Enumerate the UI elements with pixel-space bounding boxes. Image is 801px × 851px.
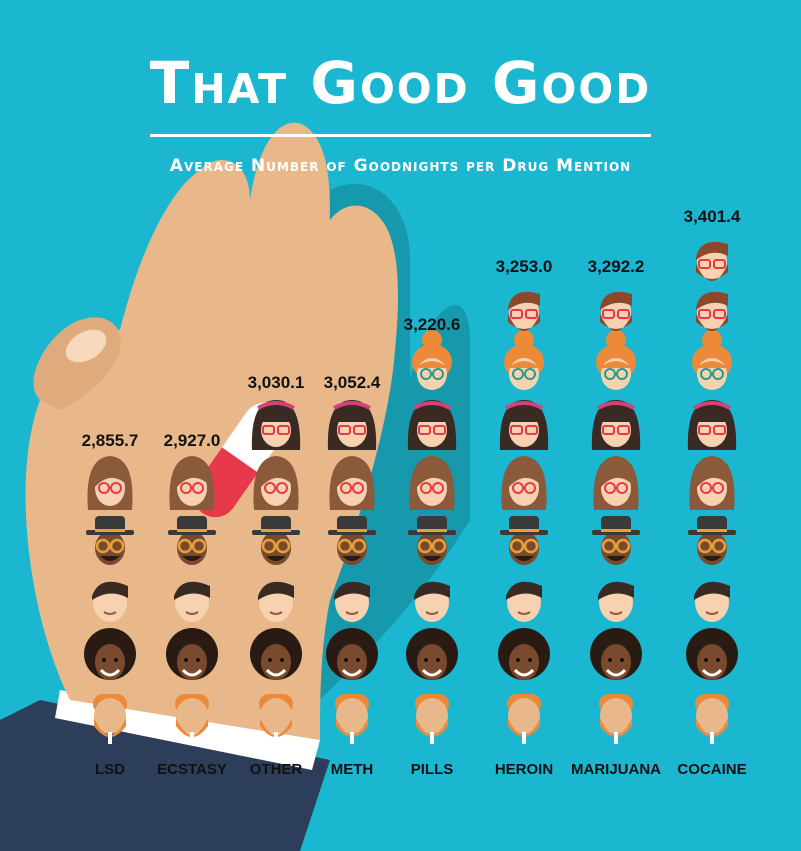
face-long-hair-woman-face: [329, 456, 375, 510]
category-label: PILLS: [411, 761, 454, 778]
category-label: MARIJUANA: [571, 761, 661, 778]
face-hat-glasses-man-face: [86, 516, 134, 565]
face-short-hair-man-face: [258, 581, 294, 622]
thumbnail: [65, 329, 107, 363]
value-label: 3,401.4: [684, 207, 741, 226]
face-afro-man-face: [590, 628, 642, 680]
face-hat-glasses-man-face: [688, 516, 736, 565]
page-title: That Good Good: [149, 49, 652, 117]
face-bangs-woman-face: [327, 400, 377, 450]
face-afro-man-face: [686, 628, 738, 680]
value-label: 3,220.6: [404, 315, 461, 334]
face-bun-woman-face: [504, 330, 544, 390]
face-short-hair-man-face: [506, 581, 542, 622]
face-afro-man-face: [498, 628, 550, 680]
category-label: LSD: [95, 761, 125, 778]
chart-subtitle: Average Number of Goodnights per Drug Me…: [169, 156, 632, 176]
face-bearded-man-face: [599, 694, 633, 744]
face-bun-woman-face: [596, 330, 636, 390]
face-bangs-woman-face: [251, 400, 301, 450]
value-label: 3,292.2: [588, 257, 645, 276]
face-bun-woman-face: [692, 330, 732, 390]
face-long-hair-woman-face: [169, 456, 215, 510]
face-bearded-man-face: [259, 694, 293, 744]
face-bearded-man-face: [175, 694, 209, 744]
face-bangs-woman-face: [407, 400, 457, 450]
face-hipster-man-face: [600, 291, 632, 331]
category-label: OTHER: [250, 761, 303, 778]
face-hat-glasses-man-face: [168, 516, 216, 565]
face-bangs-woman-face: [687, 400, 737, 450]
face-long-hair-woman-face: [409, 456, 455, 510]
face-hipster-man-face: [696, 241, 728, 281]
value-label: 2,927.0: [164, 431, 221, 450]
face-short-hair-man-face: [174, 581, 210, 622]
face-hat-glasses-man-face: [328, 516, 376, 565]
face-afro-man-face: [250, 628, 302, 680]
value-label: 3,253.0: [496, 257, 553, 276]
face-afro-man-face: [406, 628, 458, 680]
face-short-hair-man-face: [92, 581, 128, 622]
face-bearded-man-face: [93, 694, 127, 744]
title-divider: [150, 134, 651, 137]
face-bangs-woman-face: [591, 400, 641, 450]
face-short-hair-man-face: [334, 581, 370, 622]
face-bearded-man-face: [415, 694, 449, 744]
face-bearded-man-face: [335, 694, 369, 744]
face-bearded-man-face: [695, 694, 729, 744]
face-hat-glasses-man-face: [592, 516, 640, 565]
face-hat-glasses-man-face: [252, 516, 300, 565]
face-long-hair-woman-face: [501, 456, 547, 510]
value-label: 3,052.4: [324, 373, 381, 392]
category-label: ECSTASY: [157, 761, 227, 778]
face-afro-man-face: [84, 628, 136, 680]
face-long-hair-woman-face: [689, 456, 735, 510]
face-hipster-man-face: [508, 291, 540, 331]
face-long-hair-woman-face: [593, 456, 639, 510]
category-label: METH: [331, 761, 374, 778]
value-label: 3,030.1: [248, 373, 305, 392]
face-short-hair-man-face: [694, 581, 730, 622]
face-hipster-man-face: [696, 291, 728, 331]
face-short-hair-man-face: [598, 581, 634, 622]
face-short-hair-man-face: [414, 581, 450, 622]
face-hat-glasses-man-face: [500, 516, 548, 565]
face-long-hair-woman-face: [87, 456, 133, 510]
value-label: 2,855.7: [82, 431, 139, 450]
category-label: COCAINE: [677, 761, 746, 778]
face-hat-glasses-man-face: [408, 516, 456, 565]
category-label: HEROIN: [495, 761, 553, 778]
face-bangs-woman-face: [499, 400, 549, 450]
face-bun-woman-face: [412, 330, 452, 390]
sleeve: [0, 700, 330, 851]
face-bearded-man-face: [507, 694, 541, 744]
face-afro-man-face: [166, 628, 218, 680]
face-long-hair-woman-face: [253, 456, 299, 510]
face-afro-man-face: [326, 628, 378, 680]
